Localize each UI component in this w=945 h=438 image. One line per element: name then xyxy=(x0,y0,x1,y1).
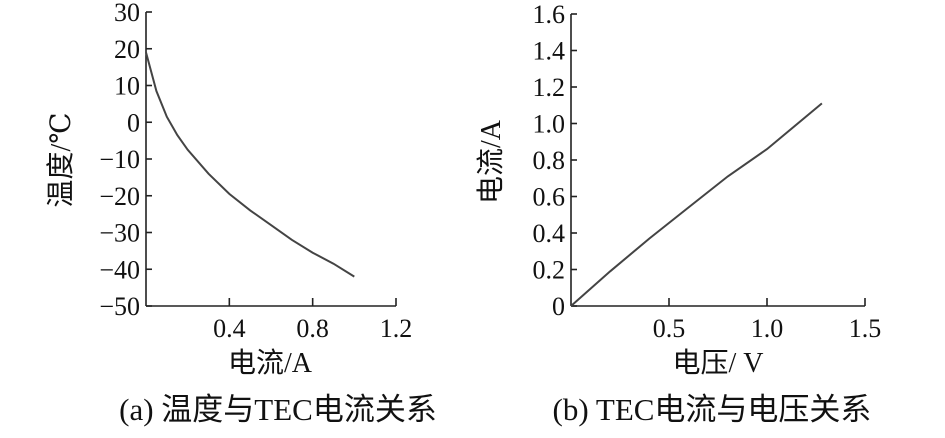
y-axis-title: 温度/℃ xyxy=(45,112,77,207)
y-tick-label: −40 xyxy=(99,255,140,284)
chart-current-vs-voltage: 1.6 1.4 1.2 1.0 0.8 0.6 0.4 0.2 0 0.5 1.0 1.5 电压/ V 电… xyxy=(475,0,881,427)
x-tick-label: 0.4 xyxy=(213,314,246,343)
y-tick-label: 0.8 xyxy=(533,146,566,175)
chart-caption: (a) 温度与TEC电流关系 xyxy=(119,392,437,427)
y-tick-label: 1.4 xyxy=(533,37,566,66)
y-tick-label: 1.0 xyxy=(533,110,566,139)
series-line xyxy=(145,52,355,278)
y-tick-label: 10 xyxy=(114,72,140,101)
chart-temperature-vs-current: 30 20 10 0 −10 −20 −30 −40 −50 0.4 0.8 1.2 电流/A 温度/℃ (… xyxy=(45,0,437,427)
y-tick-label: 0 xyxy=(127,108,140,137)
y-tick-label: 0 xyxy=(552,292,565,321)
y-tick-label: −20 xyxy=(99,182,140,211)
x-axis-title: 电压/ V xyxy=(672,347,763,379)
x-tick-label: 0.8 xyxy=(296,314,329,343)
y-tick-label: −50 xyxy=(99,292,140,321)
series-line xyxy=(570,102,823,307)
y-tick-label: 0.4 xyxy=(533,219,566,248)
x-tick-label: 1.2 xyxy=(380,314,413,343)
y-tick-label: 0.2 xyxy=(533,256,566,285)
x-tick-label: 1.5 xyxy=(849,314,882,343)
y-tick-label: 20 xyxy=(114,35,140,64)
y-tick-label: 30 xyxy=(114,0,140,27)
y-tick-label: −10 xyxy=(99,145,140,174)
y-tick-label: 1.2 xyxy=(533,73,566,102)
x-axis-title: 电流/A xyxy=(228,347,313,379)
x-tick-label: 1.0 xyxy=(751,314,784,343)
y-axis-title: 电流/A xyxy=(475,119,507,204)
y-tick-label: −30 xyxy=(99,219,140,248)
chart-caption: (b) TEC电流与电压关系 xyxy=(553,392,872,427)
x-tick-label: 0.5 xyxy=(653,314,686,343)
y-tick-label: 0.6 xyxy=(533,183,566,212)
y-tick-label: 1.6 xyxy=(533,0,566,29)
